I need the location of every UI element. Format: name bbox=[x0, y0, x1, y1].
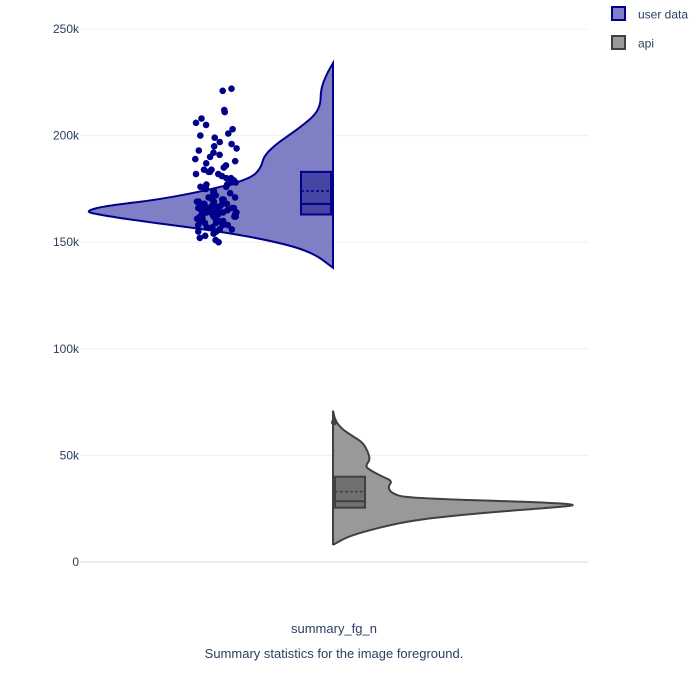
data-point bbox=[219, 217, 227, 225]
violin-shape bbox=[87, 59, 334, 270]
data-point bbox=[228, 204, 236, 212]
legend[interactable]: user data api bbox=[611, 6, 688, 51]
data-point bbox=[192, 170, 200, 178]
data-point bbox=[229, 125, 236, 133]
data-point bbox=[195, 147, 203, 154]
data-point bbox=[210, 149, 217, 156]
data-point bbox=[195, 228, 202, 235]
data-point bbox=[201, 200, 208, 208]
data-point bbox=[221, 106, 228, 114]
legend-label: user data bbox=[638, 8, 688, 22]
legend-item-api[interactable]: api bbox=[611, 35, 654, 51]
data-point bbox=[227, 174, 235, 182]
data-point bbox=[228, 140, 235, 148]
data-point bbox=[231, 194, 239, 201]
data-point bbox=[211, 134, 218, 141]
chart-subtitle: Summary statistics for the image foregro… bbox=[205, 646, 464, 661]
data-point bbox=[196, 234, 204, 242]
data-point bbox=[216, 138, 223, 146]
series-user-data bbox=[87, 59, 334, 270]
data-point bbox=[208, 166, 215, 173]
data-point bbox=[228, 85, 235, 92]
plot-area bbox=[87, 59, 574, 546]
y-tick-label: 250k bbox=[53, 22, 80, 36]
data-point bbox=[215, 170, 222, 178]
data-point bbox=[215, 238, 222, 246]
data-point bbox=[200, 166, 208, 173]
data-point bbox=[210, 143, 218, 150]
y-tick-label: 150k bbox=[53, 235, 80, 249]
data-point bbox=[216, 151, 223, 159]
data-point bbox=[228, 226, 236, 233]
data-point bbox=[197, 132, 204, 139]
data-point bbox=[198, 115, 205, 122]
data-point bbox=[197, 183, 204, 191]
data-point bbox=[203, 181, 210, 188]
data-point bbox=[210, 187, 217, 195]
legend-item-user-data[interactable]: user data bbox=[611, 6, 688, 22]
box-iqr bbox=[300, 170, 332, 216]
y-axis: 0 50k 100k 150k 200k 250k bbox=[53, 22, 80, 569]
data-point bbox=[225, 130, 232, 137]
data-point bbox=[233, 145, 240, 152]
y-tick-label: 200k bbox=[53, 129, 80, 143]
series-api bbox=[331, 410, 574, 546]
data-point bbox=[218, 196, 226, 203]
legend-swatch bbox=[611, 6, 626, 21]
data-point bbox=[224, 221, 232, 229]
violin-shape bbox=[332, 410, 574, 546]
data-point bbox=[219, 87, 226, 95]
legend-swatch bbox=[611, 35, 626, 50]
data-point bbox=[231, 157, 239, 165]
data-point bbox=[201, 232, 209, 240]
x-axis-label: summary_fg_n bbox=[291, 621, 377, 636]
data-point bbox=[202, 121, 210, 129]
data-point bbox=[202, 160, 210, 167]
y-tick-label: 50k bbox=[60, 448, 80, 462]
data-point bbox=[192, 119, 200, 127]
data-point bbox=[226, 189, 234, 197]
y-tick-label: 100k bbox=[53, 342, 80, 356]
data-point bbox=[193, 198, 201, 205]
y-tick-label: 0 bbox=[72, 555, 79, 569]
data-point bbox=[222, 162, 230, 169]
legend-label: api bbox=[638, 37, 654, 51]
data-point bbox=[192, 155, 199, 163]
outlier-point bbox=[331, 419, 337, 426]
